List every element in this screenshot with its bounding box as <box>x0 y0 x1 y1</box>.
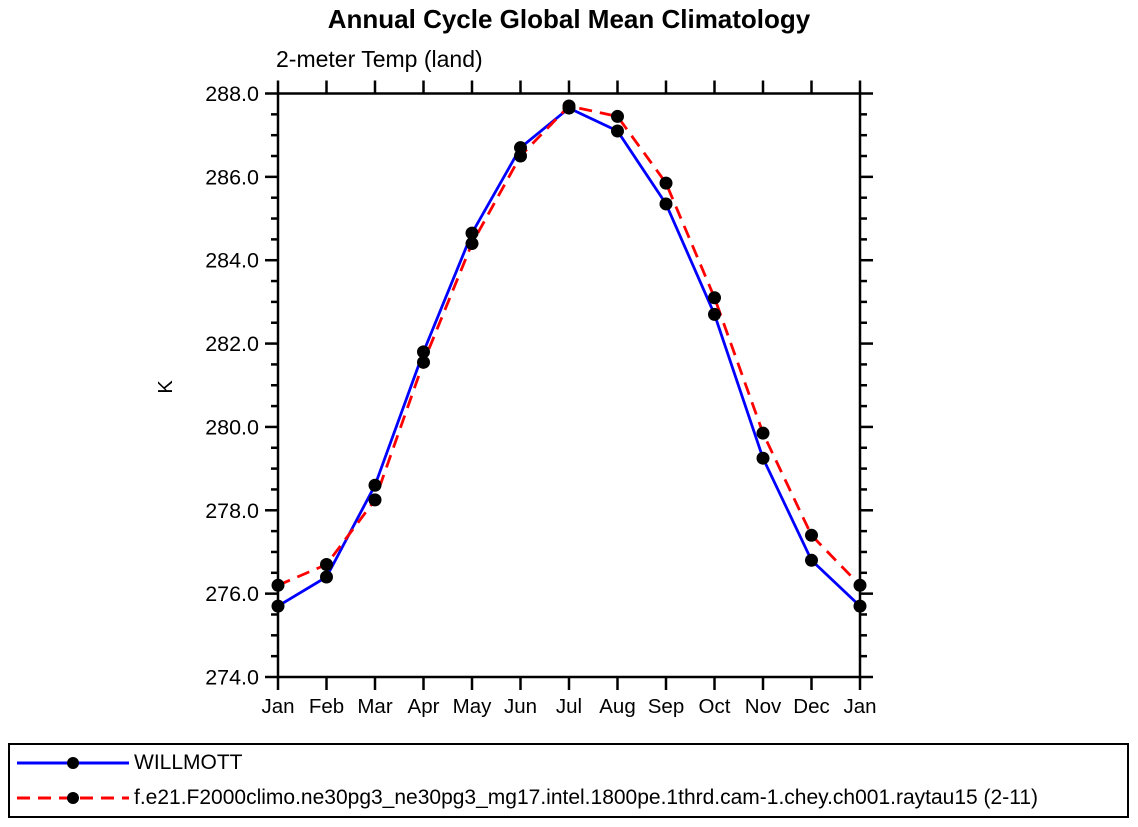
series-line-willmott <box>277 106 861 608</box>
data-point-marker <box>708 291 721 305</box>
x-tick-label: May <box>453 695 492 718</box>
y-tick-label: 274.0 <box>205 666 259 690</box>
legend-label-willmott: WILLMOTT <box>134 751 243 775</box>
y-tick-label: 288.0 <box>205 82 259 106</box>
x-tick-label: Nov <box>745 695 782 718</box>
data-point-marker <box>805 553 818 567</box>
data-point-marker <box>514 149 527 163</box>
x-tick-label: Dec <box>793 695 829 718</box>
data-point-marker <box>756 451 770 465</box>
x-tick-label: Oct <box>699 695 731 718</box>
x-tick-label: Jun <box>504 695 537 718</box>
x-tick-label: Jan <box>261 695 294 718</box>
x-tick-label: Feb <box>309 695 344 718</box>
legend-marker-icon <box>67 791 79 804</box>
data-point-marker <box>417 345 430 359</box>
data-point-marker <box>271 599 285 613</box>
data-point-marker <box>417 355 430 369</box>
data-point-marker <box>708 307 721 321</box>
x-tick-label: Jan <box>843 695 876 718</box>
data-point-marker <box>659 176 673 190</box>
data-point-marker <box>368 478 382 492</box>
x-tick-label: Apr <box>408 695 440 718</box>
plot-area: 274.0 276.0 278.0 280.0 282.0 284.0 286.0 288.0… <box>205 80 877 718</box>
data-point-marker <box>611 109 624 123</box>
legend-box: WILLMOTT f.e21.F2000climo.ne30pg3_ne30pg… <box>8 743 1129 818</box>
legend-label-model-run: f.e21.F2000climo.ne30pg3_ne30pg3_mg17.in… <box>134 785 1039 809</box>
x-tick-label: Mar <box>357 695 392 718</box>
y-tick-label: 282.0 <box>205 332 259 356</box>
legend-entry-model-run: f.e21.F2000climo.ne30pg3_ne30pg3_mg17.in… <box>10 782 1127 814</box>
data-point-marker <box>853 578 867 592</box>
data-point-marker <box>756 426 770 440</box>
chart-subtitle: 2-meter Temp (land) <box>276 46 483 72</box>
legend-sample-line-dashed <box>17 791 129 804</box>
legend-marker-icon <box>67 757 79 770</box>
data-point-marker <box>805 528 818 542</box>
series-line-model-run <box>277 104 862 587</box>
data-point-marker <box>853 599 867 613</box>
y-tick-label: 276.0 <box>205 582 259 606</box>
y-tick-label: 284.0 <box>205 249 259 273</box>
y-tick-label: 280.0 <box>205 415 259 439</box>
x-tick-label: Sep <box>648 695 684 718</box>
legend-sample-line-solid <box>17 757 129 770</box>
plot-frame <box>276 92 862 679</box>
data-point-marker <box>465 237 479 251</box>
data-point-marker <box>611 124 624 138</box>
y-tick-label: 286.0 <box>205 165 259 189</box>
data-point-marker <box>465 226 479 240</box>
data-point-marker <box>320 557 333 571</box>
data-point-marker <box>368 493 382 507</box>
data-point-marker <box>659 197 673 211</box>
data-point-marker <box>562 99 576 113</box>
x-tick-label: Aug <box>599 695 635 718</box>
data-point-marker <box>271 578 285 592</box>
chart-title: Annual Cycle Global Mean Climatology <box>327 4 811 34</box>
y-tick-label: 278.0 <box>205 499 259 523</box>
x-tick-label: Jul <box>556 695 582 718</box>
legend-entry-willmott: WILLMOTT <box>10 747 1127 779</box>
data-point-marker <box>320 570 333 584</box>
